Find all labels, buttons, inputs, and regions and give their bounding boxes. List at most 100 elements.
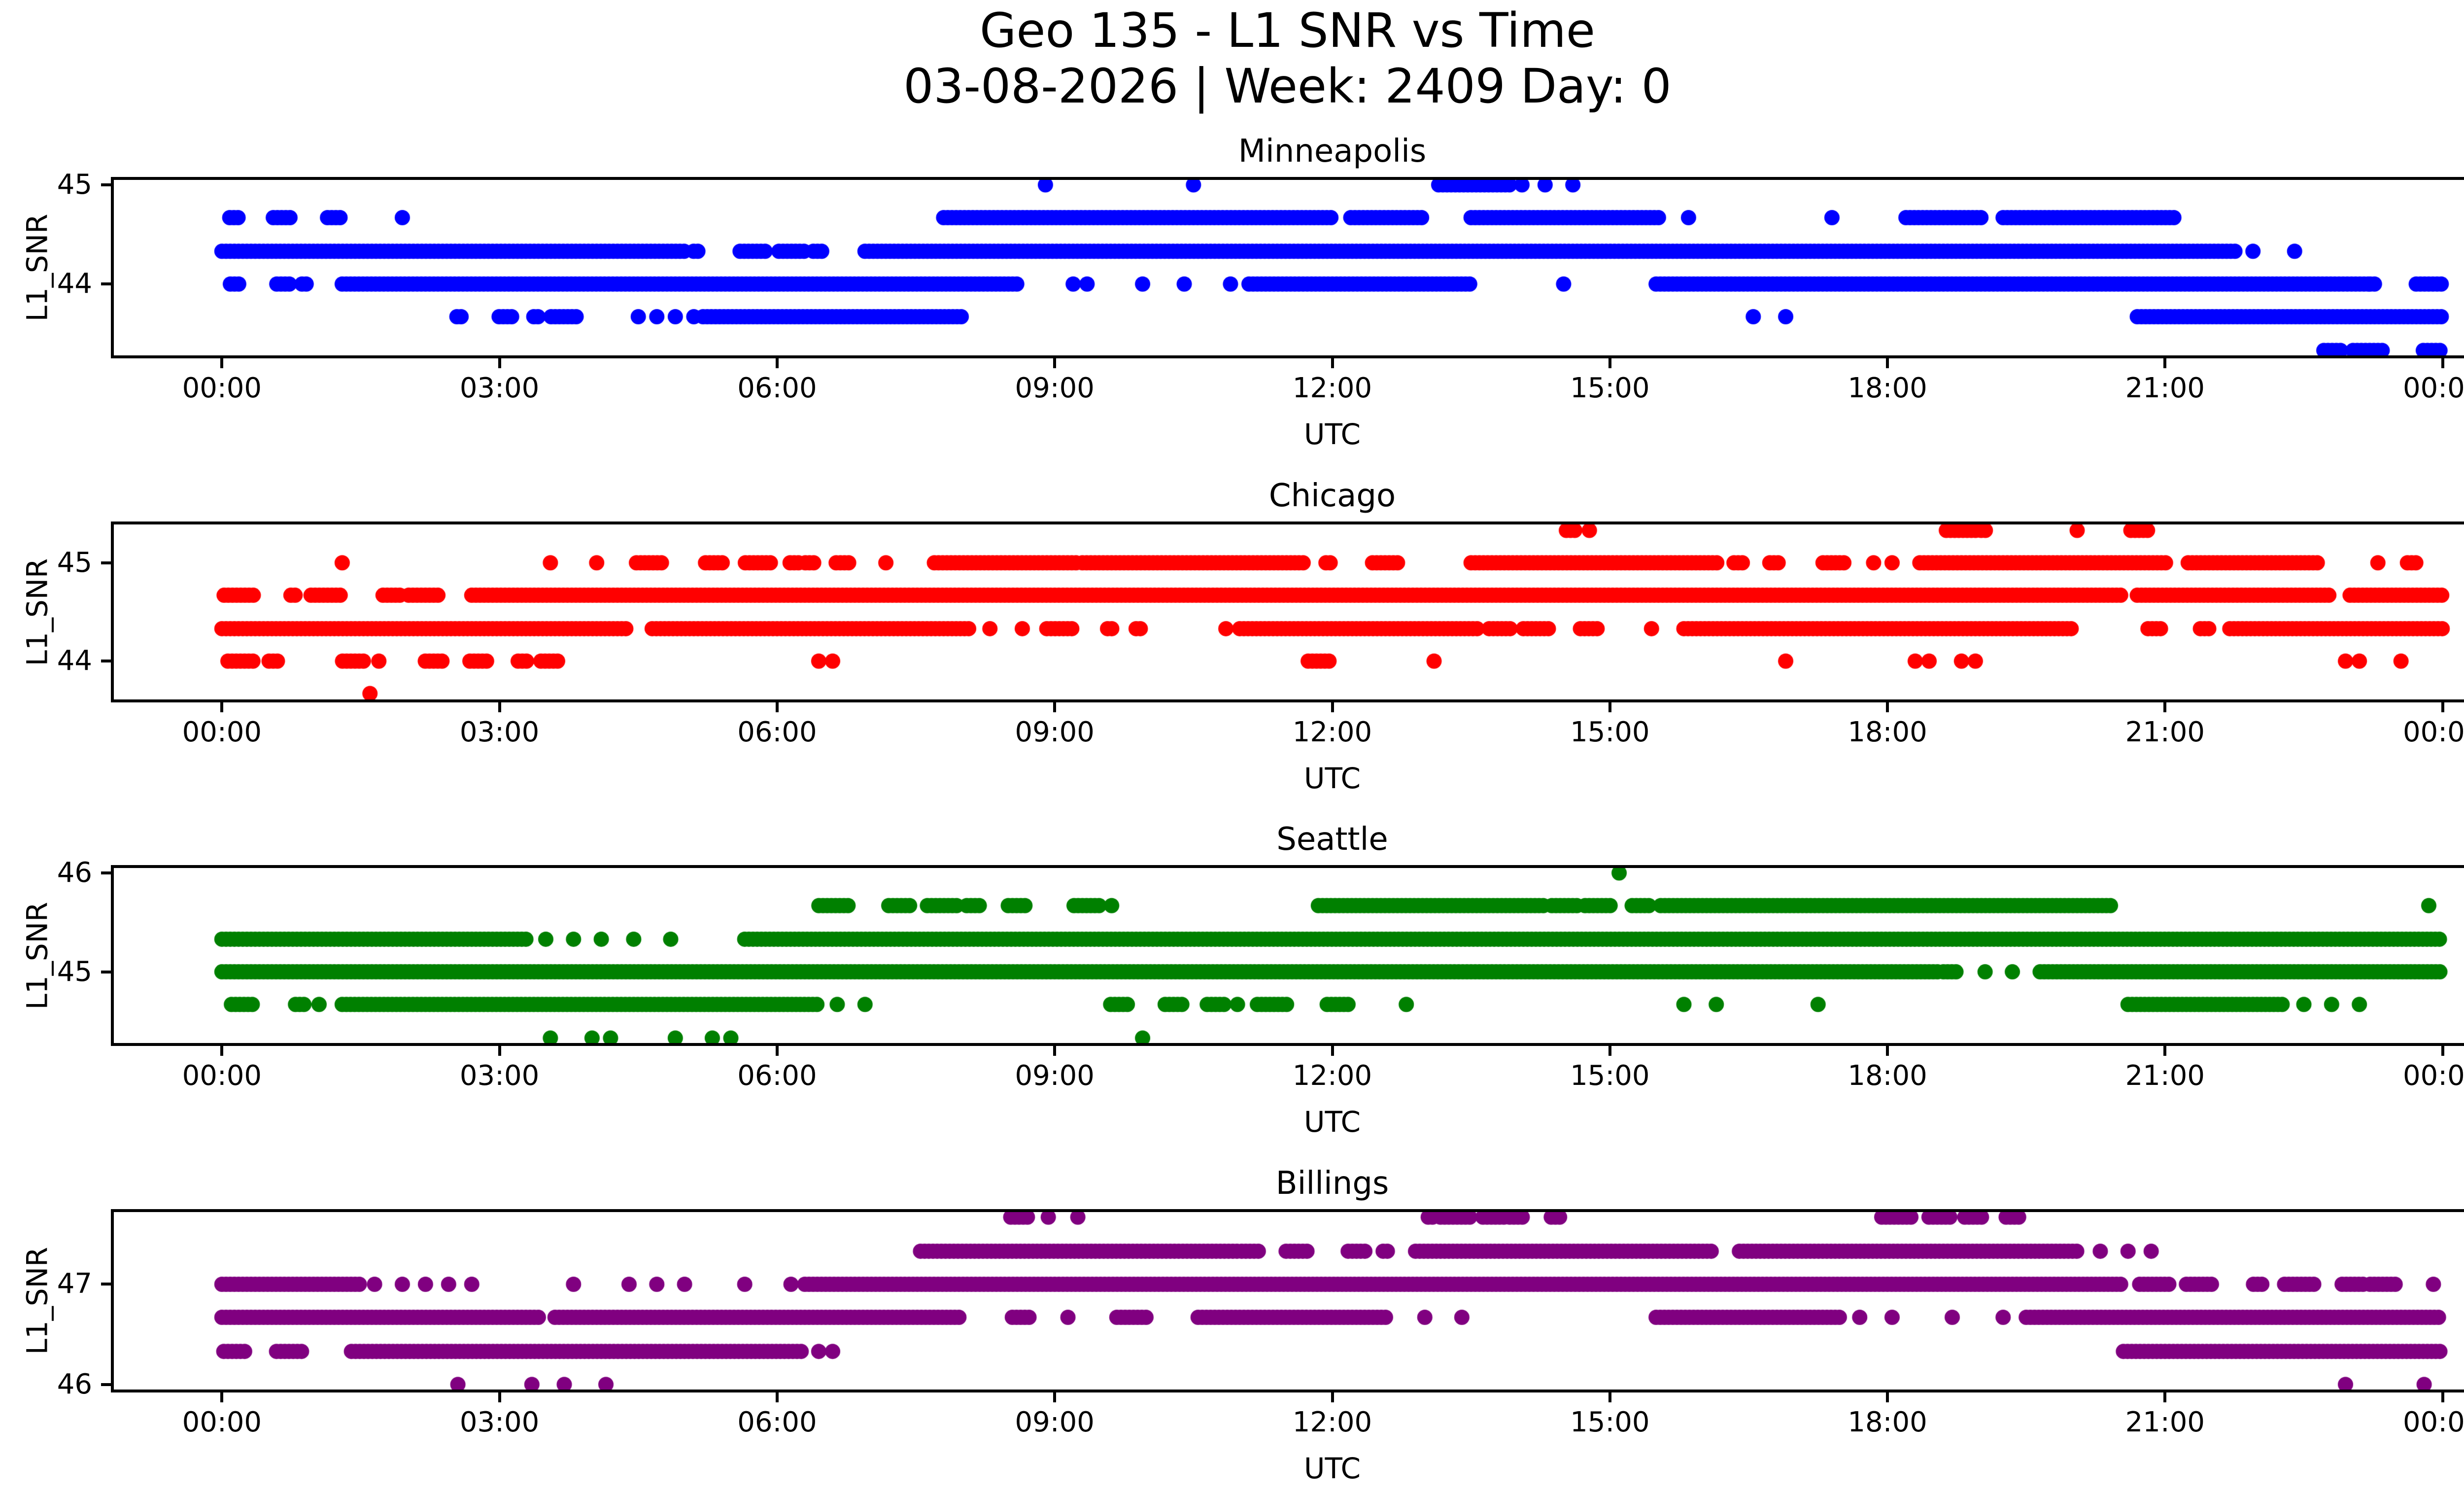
x-tick-billings (1886, 1392, 1889, 1402)
x-tick-label-minneapolis: 18:00 (1848, 372, 1927, 404)
scatter-canvas-chicago (114, 524, 2464, 699)
y-tick-label-minneapolis: 44 (57, 268, 92, 300)
x-tick-minneapolis (498, 358, 501, 368)
x-tick-billings (1331, 1392, 1334, 1402)
x-tick-chicago (498, 702, 501, 712)
x-tick-seattle (2441, 1046, 2444, 1056)
y-axis-label-minneapolis: L1_SNR (17, 177, 57, 358)
x-tick-label-minneapolis: 09:00 (1015, 372, 1095, 404)
plot-area-seattle (111, 865, 2464, 1046)
x-tick-seattle (1886, 1046, 1889, 1056)
x-tick-label-minneapolis: 06:00 (737, 372, 817, 404)
x-tick-chicago (1053, 702, 1057, 712)
x-tick-label-billings: 21:00 (2125, 1406, 2205, 1438)
x-tick-chicago (2441, 702, 2444, 712)
x-tick-seattle (775, 1046, 779, 1056)
y-tick-seattle (101, 871, 111, 875)
x-tick-billings (498, 1392, 501, 1402)
y-tick-seattle (101, 970, 111, 973)
x-tick-label-seattle: 12:00 (1292, 1060, 1372, 1092)
x-tick-label-minneapolis: 21:00 (2125, 372, 2205, 404)
x-tick-billings (2163, 1392, 2167, 1402)
y-tick-label-chicago: 45 (57, 546, 92, 579)
x-tick-label-billings: 06:00 (737, 1406, 817, 1438)
y-tick-minneapolis (101, 282, 111, 286)
x-tick-label-chicago: 21:00 (2125, 716, 2205, 748)
x-tick-label-billings: 18:00 (1848, 1406, 1927, 1438)
x-tick-minneapolis (1608, 358, 1611, 368)
x-tick-chicago (775, 702, 779, 712)
y-axis-label-text-billings: L1_SNR (20, 1247, 54, 1355)
x-tick-label-chicago: 15:00 (1570, 716, 1650, 748)
x-tick-label-seattle: 00:00 (2402, 1060, 2464, 1092)
x-tick-label-seattle: 00:00 (182, 1060, 262, 1092)
y-axis-label-text-seattle: L1_SNR (20, 902, 54, 1009)
x-tick-seattle (220, 1046, 224, 1056)
x-tick-label-chicago: 12:00 (1292, 716, 1372, 748)
y-axis-label-chicago: L1_SNR (17, 522, 57, 702)
plot-area-chicago (111, 522, 2464, 702)
figure-title-line1: Geo 135 - L1 SNR vs Time (980, 3, 1595, 58)
y-tick-label-chicago: 44 (57, 645, 92, 677)
y-tick-billings (101, 1383, 111, 1386)
x-tick-label-billings: 12:00 (1292, 1406, 1372, 1438)
y-axis-label-billings: L1_SNR (17, 1209, 57, 1392)
y-tick-label-minneapolis: 45 (57, 169, 92, 201)
x-tick-label-billings: 00:00 (182, 1406, 262, 1438)
x-tick-minneapolis (220, 358, 224, 368)
x-tick-label-minneapolis: 00:00 (182, 372, 262, 404)
y-tick-label-billings: 46 (57, 1368, 92, 1400)
x-tick-billings (2441, 1392, 2444, 1402)
x-tick-seattle (1053, 1046, 1057, 1056)
x-axis-label-minneapolis: UTC (1304, 417, 1361, 451)
scatter-canvas-billings (114, 1212, 2464, 1390)
x-tick-minneapolis (1331, 358, 1334, 368)
x-tick-seattle (1331, 1046, 1334, 1056)
x-tick-minneapolis (2163, 358, 2167, 368)
plot-title-minneapolis: Minneapolis (1238, 133, 1427, 170)
x-tick-minneapolis (1886, 358, 1889, 368)
x-tick-label-billings: 00:00 (2402, 1406, 2464, 1438)
x-tick-billings (1053, 1392, 1057, 1402)
x-tick-label-seattle: 15:00 (1570, 1060, 1650, 1092)
plot-area-minneapolis (111, 177, 2464, 358)
x-tick-seattle (1608, 1046, 1611, 1056)
y-tick-chicago (101, 660, 111, 663)
x-tick-chicago (2163, 702, 2167, 712)
x-tick-label-seattle: 18:00 (1848, 1060, 1927, 1092)
y-tick-label-seattle: 45 (57, 955, 92, 988)
x-tick-minneapolis (775, 358, 779, 368)
y-tick-billings (101, 1283, 111, 1286)
x-tick-label-chicago: 03:00 (459, 716, 540, 748)
y-axis-label-text-chicago: L1_SNR (20, 558, 54, 666)
y-tick-chicago (101, 561, 111, 564)
x-axis-label-seattle: UTC (1304, 1105, 1361, 1139)
x-tick-billings (220, 1392, 224, 1402)
x-tick-billings (1608, 1392, 1611, 1402)
x-tick-label-chicago: 18:00 (1848, 716, 1927, 748)
y-tick-minneapolis (101, 183, 111, 187)
plot-title-seattle: Seattle (1276, 821, 1388, 858)
x-axis-label-billings: UTC (1304, 1452, 1361, 1485)
x-tick-label-seattle: 03:00 (459, 1060, 540, 1092)
x-tick-seattle (498, 1046, 501, 1056)
x-tick-label-minneapolis: 15:00 (1570, 372, 1650, 404)
plot-area-billings (111, 1209, 2464, 1392)
x-tick-minneapolis (2441, 358, 2444, 368)
y-tick-label-billings: 47 (57, 1268, 92, 1300)
x-tick-chicago (1886, 702, 1889, 712)
x-tick-label-chicago: 00:00 (182, 716, 262, 748)
figure-title-line2: 03-08-2026 | Week: 2409 Day: 0 (903, 59, 1672, 114)
x-tick-chicago (220, 702, 224, 712)
x-tick-chicago (1608, 702, 1611, 712)
x-tick-label-billings: 15:00 (1570, 1406, 1650, 1438)
x-tick-minneapolis (1053, 358, 1057, 368)
x-axis-label-chicago: UTC (1304, 762, 1361, 795)
x-tick-label-seattle: 21:00 (2125, 1060, 2205, 1092)
x-tick-label-seattle: 09:00 (1015, 1060, 1095, 1092)
scatter-canvas-seattle (114, 868, 2464, 1043)
figure-title: Geo 135 - L1 SNR vs Time 03-08-2026 | We… (0, 3, 2464, 115)
x-tick-label-chicago: 06:00 (737, 716, 817, 748)
x-tick-label-seattle: 06:00 (737, 1060, 817, 1092)
